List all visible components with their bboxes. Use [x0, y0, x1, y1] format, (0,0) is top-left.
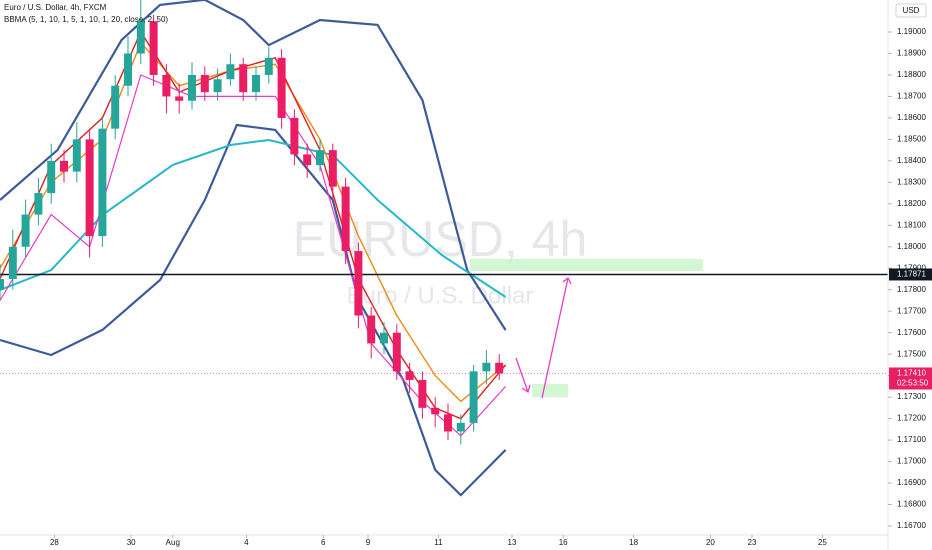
- candle-body: [495, 362, 504, 374]
- candle-body: [47, 160, 56, 194]
- indicator-line: [0, 0, 507, 331]
- x-tick-label: 28: [50, 538, 59, 547]
- x-tick-label: Aug: [166, 538, 180, 547]
- indicator-line: [0, 138, 507, 298]
- candle-body: [290, 117, 299, 155]
- candle-body: [277, 57, 286, 118]
- x-tick-label: 23: [748, 538, 757, 547]
- candle-body: [124, 53, 132, 86]
- candle-body: [21, 214, 30, 247]
- x-tick-label: 9: [366, 538, 371, 547]
- candle-body: [418, 379, 427, 408]
- countdown: 02:53:50: [897, 379, 929, 388]
- y-tick-label: 1.18400: [897, 156, 926, 165]
- candle-body: [213, 79, 222, 93]
- y-tick-label: 1.18000: [897, 242, 926, 251]
- x-tick-label: 16: [559, 538, 568, 547]
- y-tick-label: 1.18100: [897, 220, 926, 229]
- y-tick-label: 1.17200: [897, 414, 926, 423]
- candle-body: [264, 57, 273, 75]
- last-price-box: [889, 367, 932, 390]
- y-tick-label: 1.17600: [897, 328, 926, 337]
- y-tick-label: 1.18700: [897, 92, 926, 101]
- candle-body: [136, 21, 145, 54]
- arrow-down: [515, 357, 531, 394]
- candle-body: [316, 150, 324, 166]
- candle-body: [226, 64, 235, 80]
- candle-body: [239, 64, 248, 93]
- y-tick-label: 1.18500: [897, 134, 926, 143]
- candle-body: [0, 278, 4, 290]
- candle-body: [328, 150, 337, 187]
- candle-body: [98, 128, 107, 237]
- candle-body: [431, 407, 440, 415]
- chart-title: Euro / U.S. Dollar, 4h, FXCM: [4, 3, 107, 12]
- candle-body: [252, 74, 260, 93]
- candle-body: [405, 371, 414, 380]
- x-tick-label: 20: [706, 538, 715, 547]
- x-tick-label: 18: [629, 538, 638, 547]
- candle-body: [456, 422, 465, 432]
- candle-body: [8, 246, 17, 279]
- plot: [0, 0, 888, 497]
- candle-body: [367, 315, 376, 344]
- level-label: 1.17871: [897, 270, 926, 279]
- candle-body: [380, 332, 388, 344]
- y-tick-label: 1.18800: [897, 70, 926, 79]
- y-tick-label: 1.18300: [897, 177, 926, 186]
- currency[interactable]: USD: [903, 6, 920, 15]
- candle-body: [72, 139, 81, 172]
- entry-zone: [532, 384, 568, 397]
- y-tick-label: 1.16800: [897, 500, 926, 509]
- y-tick-label: 1.17000: [897, 457, 926, 466]
- y-tick-label: 1.17900: [897, 263, 926, 272]
- y-tick-label: 1.17300: [897, 392, 926, 401]
- candle-body: [341, 186, 350, 252]
- candle-body: [111, 85, 120, 129]
- candle-body: [162, 74, 171, 97]
- y-tick-label: 1.19000: [897, 27, 926, 36]
- candle-body: [482, 362, 491, 372]
- candle-body: [34, 193, 43, 215]
- candle-body: [303, 154, 312, 166]
- y-tick-label: 1.16700: [897, 521, 926, 530]
- x-tick-label: 4: [244, 538, 249, 547]
- candle-body: [149, 21, 158, 75]
- candle-body: [200, 74, 209, 93]
- y-tick-label: 1.17500: [897, 349, 926, 358]
- y-tick-label: 1.17100: [897, 435, 926, 444]
- candle-body: [175, 96, 184, 101]
- candle-body: [188, 74, 196, 101]
- y-tick-label: 1.16900: [897, 478, 926, 487]
- candle-body: [60, 160, 68, 172]
- x-tick-label: 11: [434, 538, 443, 547]
- y-tick-label: 1.17700: [897, 306, 926, 315]
- target-zone: [470, 259, 703, 271]
- candle-body: [354, 251, 363, 316]
- currency-box[interactable]: [895, 3, 927, 18]
- y-tick-label: 1.18600: [897, 113, 926, 122]
- x-tick-label: 30: [127, 538, 136, 547]
- arrow-up: [541, 276, 572, 399]
- last-price-label: 1.17410: [897, 369, 926, 378]
- indicator-line: [0, 123, 507, 497]
- candle-body: [392, 332, 401, 372]
- x-tick-label: 6: [321, 538, 326, 547]
- candle-body: [85, 139, 94, 237]
- y-tick-label: 1.18900: [897, 49, 926, 58]
- x-tick-label: 25: [818, 538, 827, 547]
- level-label-box: [889, 268, 932, 281]
- y-tick-label: 1.17800: [897, 285, 926, 294]
- y-tick-label: 1.18200: [897, 199, 926, 208]
- candle-body: [469, 371, 478, 423]
- candle-body: [444, 414, 452, 432]
- indicator-label: BBMA (5, 1, 10, 1, 5, 1, 10, 1, 20, clos…: [4, 15, 168, 24]
- x-tick-label: 13: [508, 538, 517, 547]
